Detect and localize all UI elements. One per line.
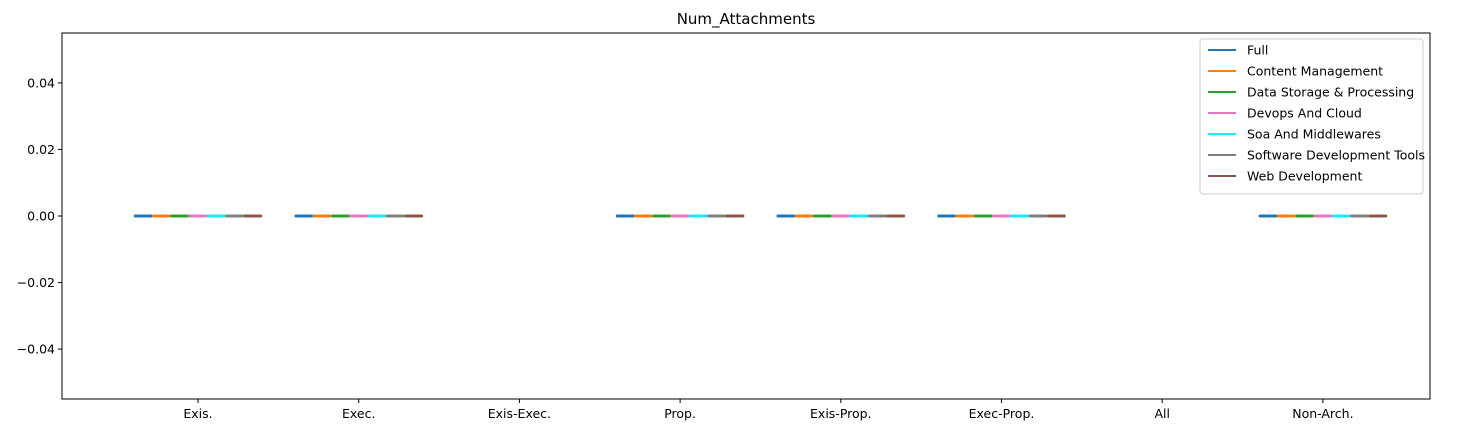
y-tick-label: 0.00: [27, 209, 55, 224]
legend: Full Content Management Data Storage & Pro…: [1199, 38, 1425, 195]
box-content-management: [151, 214, 171, 218]
box-devops-and-cloud: [670, 214, 690, 218]
x-tick-label: Exis-Prop.: [810, 406, 872, 421]
legend-label: Data Storage & Processing: [1247, 85, 1414, 100]
box-content-management: [794, 214, 814, 218]
box-full: [615, 214, 635, 218]
box-full: [294, 214, 314, 218]
box-data-storage-processing: [1295, 214, 1315, 218]
box-soa-and-middlewares: [688, 214, 708, 218]
x-tick-label: Exis.: [183, 406, 212, 421]
box-soa-and-middlewares: [849, 214, 869, 218]
x-tick-label: Exis-Exec.: [488, 406, 551, 421]
box-web-development: [1046, 214, 1066, 218]
box-content-management: [634, 214, 653, 218]
chart-marks: [133, 214, 1388, 218]
box-software-development-tools: [1350, 214, 1369, 218]
box-web-development: [725, 214, 745, 218]
x-tick-label: Prop.: [664, 406, 696, 421]
legend-label: Content Management: [1247, 64, 1383, 79]
box-data-storage-processing: [330, 214, 350, 218]
legend-label: Full: [1247, 43, 1268, 58]
box-devops-and-cloud: [992, 214, 1011, 218]
legend-frame: [1199, 38, 1424, 195]
box-content-management: [955, 214, 975, 218]
box-full: [133, 214, 153, 218]
box-full: [937, 214, 957, 218]
x-tick-label: Non-Arch.: [1292, 406, 1353, 421]
legend-label: Software Development Tools: [1247, 148, 1425, 163]
box-devops-and-cloud: [188, 214, 208, 218]
y-tick-label: 0.02: [27, 142, 55, 157]
legend-label: Web Development: [1247, 169, 1362, 184]
box-content-management: [1276, 214, 1296, 218]
box-web-development: [404, 214, 423, 218]
y-tick-label: 0.04: [27, 75, 55, 90]
box-data-storage-processing: [170, 214, 190, 218]
box-full: [776, 214, 796, 218]
box-data-storage-processing: [813, 214, 832, 218]
y-tick-label: −0.02: [17, 275, 55, 290]
box-devops-and-cloud: [349, 214, 369, 218]
box-devops-and-cloud: [1313, 214, 1333, 218]
x-tick-label: All: [1154, 406, 1170, 421]
box-devops-and-cloud: [831, 214, 851, 218]
box-software-development-tools: [1028, 214, 1048, 218]
box-content-management: [312, 214, 332, 218]
x-tick-label: Exec.: [342, 406, 375, 421]
x-axis: Exis. Exec. Exis-Exec. Prop. Exis-Prop. Exec-…: [183, 399, 1354, 421]
box-full: [1258, 214, 1278, 218]
legend-label: Soa And Middlewares: [1247, 127, 1381, 142]
box-software-development-tools: [385, 214, 405, 218]
y-tick-label: −0.04: [17, 342, 55, 357]
legend-label: Devops And Cloud: [1247, 106, 1362, 121]
box-soa-and-middlewares: [206, 214, 226, 218]
box-web-development: [243, 214, 263, 218]
box-data-storage-processing: [652, 214, 672, 218]
box-web-development: [886, 214, 906, 218]
box-software-development-tools: [707, 214, 727, 218]
chart-title: Num_Attachments: [677, 10, 816, 29]
box-soa-and-middlewares: [1010, 214, 1030, 218]
y-axis: 0.04 0.02 0.00 −0.02 −0.04: [17, 75, 62, 357]
box-web-development: [1368, 214, 1388, 218]
box-software-development-tools: [225, 214, 245, 218]
box-soa-and-middlewares: [367, 214, 387, 218]
x-tick-label: Exec-Prop.: [969, 406, 1035, 421]
box-data-storage-processing: [973, 214, 993, 218]
box-soa-and-middlewares: [1331, 214, 1351, 218]
box-software-development-tools: [867, 214, 887, 218]
